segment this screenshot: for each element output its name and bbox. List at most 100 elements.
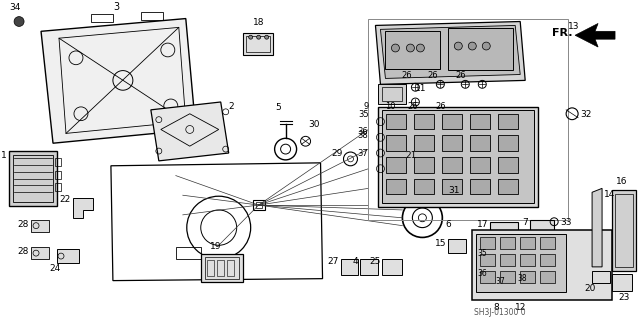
Text: 24: 24 <box>49 264 61 273</box>
Text: 35: 35 <box>477 249 487 258</box>
Circle shape <box>392 44 399 52</box>
Text: 17: 17 <box>477 220 488 229</box>
Text: 28: 28 <box>18 220 29 229</box>
Text: 37: 37 <box>495 277 505 286</box>
Text: 23: 23 <box>618 293 630 302</box>
Bar <box>253 200 265 210</box>
Text: 14: 14 <box>604 190 616 199</box>
Bar <box>255 202 262 208</box>
Polygon shape <box>31 220 49 232</box>
Bar <box>91 14 113 21</box>
Bar <box>442 157 462 173</box>
Text: 34: 34 <box>10 3 20 12</box>
Text: 38: 38 <box>517 274 527 283</box>
Bar <box>387 114 406 130</box>
Bar <box>540 254 555 266</box>
Bar <box>414 135 435 151</box>
Bar <box>390 156 403 183</box>
Polygon shape <box>73 198 93 218</box>
Bar <box>387 179 406 194</box>
Bar <box>520 254 535 266</box>
Polygon shape <box>376 21 525 84</box>
Bar <box>615 194 633 267</box>
Text: 25: 25 <box>369 257 380 266</box>
Bar <box>476 234 566 293</box>
Bar <box>520 271 535 283</box>
Bar <box>499 179 518 194</box>
Text: 26: 26 <box>435 102 445 111</box>
Bar <box>378 107 538 207</box>
Circle shape <box>417 44 424 52</box>
Text: 26: 26 <box>401 71 412 80</box>
Bar <box>530 220 554 236</box>
Text: 30: 30 <box>308 121 320 130</box>
Bar <box>612 274 632 292</box>
Text: 29: 29 <box>331 149 342 158</box>
Circle shape <box>468 42 476 50</box>
Text: 8: 8 <box>493 303 499 312</box>
Text: 26: 26 <box>455 71 466 80</box>
Text: 7: 7 <box>522 218 528 227</box>
Bar <box>383 259 403 275</box>
Text: 5: 5 <box>276 103 282 112</box>
Bar <box>449 28 513 70</box>
Text: FR.: FR. <box>552 28 572 38</box>
Bar <box>500 254 515 266</box>
Bar <box>500 271 515 283</box>
Text: 12: 12 <box>515 303 526 312</box>
Bar <box>360 259 378 275</box>
Circle shape <box>257 35 260 39</box>
Bar <box>442 114 462 130</box>
Bar <box>227 260 234 276</box>
Bar <box>520 237 535 249</box>
Bar <box>414 114 435 130</box>
Bar <box>499 157 518 173</box>
Bar <box>13 155 53 202</box>
Bar <box>55 158 61 166</box>
Bar <box>470 179 490 194</box>
Text: 21: 21 <box>405 151 417 160</box>
Bar <box>442 179 462 194</box>
Polygon shape <box>575 24 615 47</box>
Bar <box>387 157 406 173</box>
Bar <box>414 157 435 173</box>
Text: 35: 35 <box>358 110 369 119</box>
Bar <box>414 179 435 194</box>
Text: SH3J-01300 0: SH3J-01300 0 <box>474 308 526 317</box>
Text: 11: 11 <box>415 84 427 93</box>
Text: 13: 13 <box>568 21 580 31</box>
Polygon shape <box>592 188 602 267</box>
Bar <box>500 237 515 249</box>
Bar <box>243 33 273 55</box>
Bar <box>435 188 447 197</box>
Bar <box>383 110 534 203</box>
Text: 38: 38 <box>358 131 369 140</box>
Text: 19: 19 <box>210 242 221 251</box>
Text: 16: 16 <box>616 177 628 186</box>
Bar <box>540 237 555 249</box>
Bar <box>449 239 467 253</box>
Text: 9: 9 <box>364 102 369 111</box>
Bar <box>340 259 358 275</box>
Bar <box>470 157 490 173</box>
Bar <box>201 254 243 282</box>
Text: 31: 31 <box>449 186 460 196</box>
Bar <box>57 249 79 263</box>
Bar <box>176 247 201 259</box>
Bar <box>442 135 462 151</box>
Text: 6: 6 <box>445 220 451 229</box>
Bar <box>472 230 612 300</box>
Bar <box>217 260 224 276</box>
Circle shape <box>406 44 414 52</box>
Bar <box>540 271 555 283</box>
Text: 1: 1 <box>1 151 7 160</box>
Text: 15: 15 <box>435 239 446 249</box>
Bar <box>490 222 518 241</box>
Text: 33: 33 <box>560 218 572 227</box>
Bar <box>592 271 610 283</box>
Circle shape <box>14 17 24 26</box>
Text: 4: 4 <box>353 257 358 266</box>
Bar <box>55 183 61 191</box>
Text: 18: 18 <box>253 19 264 27</box>
Bar <box>480 271 495 283</box>
